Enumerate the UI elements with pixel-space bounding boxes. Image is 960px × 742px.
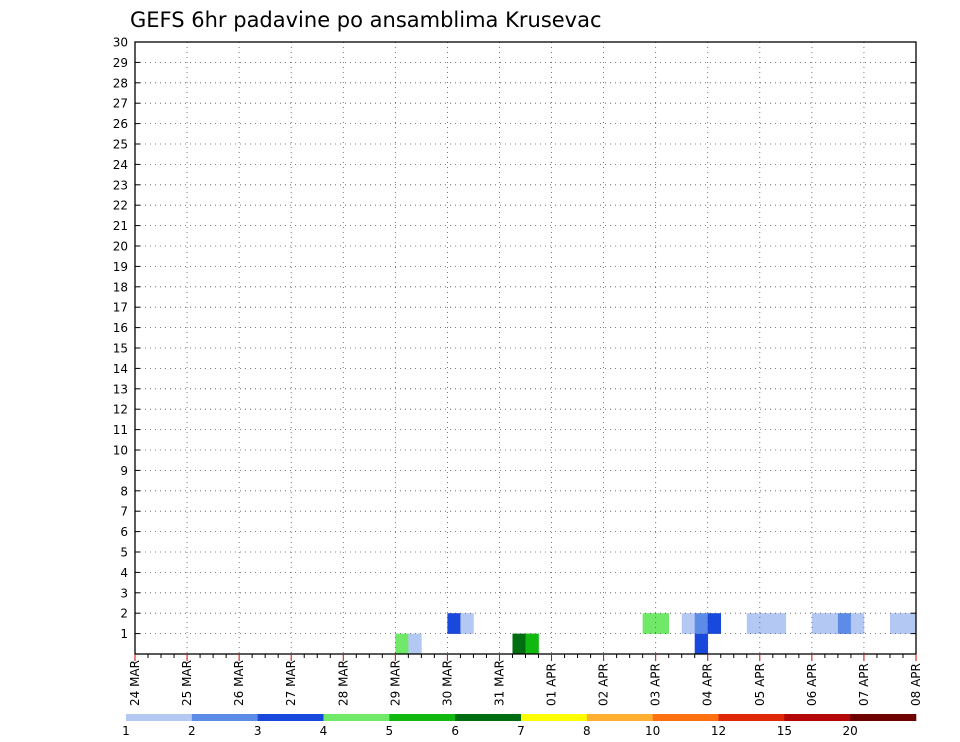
chart-title: GEFS 6hr padavine po ansamblima Krusevac (130, 8, 602, 32)
colorbar-label: 1 (122, 724, 130, 738)
colorbar-label: 20 (843, 724, 858, 738)
heatmap-cell (811, 613, 826, 634)
colorbar-label: 3 (254, 724, 262, 738)
y-tick-label: 19 (113, 260, 128, 274)
heatmap-cell (902, 613, 917, 634)
heatmap-cell (707, 613, 722, 634)
x-tick-label: 03 APR (649, 663, 663, 706)
y-tick-label: 6 (120, 525, 128, 539)
y-tick-label: 20 (113, 240, 128, 254)
heatmap-cell (837, 613, 852, 634)
colorbar-label: 12 (711, 724, 726, 738)
colorbar-swatch (784, 714, 851, 721)
y-tick-label: 3 (120, 586, 128, 600)
colorbar-label: 5 (386, 724, 394, 738)
y-tick-label: 10 (113, 444, 128, 458)
colorbar-swatch (323, 714, 390, 721)
heatmap-cell (746, 613, 761, 634)
colorbar-label: 2 (188, 724, 196, 738)
heatmap-cell (512, 633, 526, 655)
colorbar-swatch (191, 714, 258, 721)
x-tick-label: 02 APR (597, 663, 611, 706)
colorbar-label: 7 (517, 724, 525, 738)
grid-lines (135, 42, 916, 654)
colorbar-label: 15 (777, 724, 792, 738)
x-tick-label: 08 APR (909, 663, 923, 706)
colorbar-swatch (126, 714, 193, 721)
colorbar-label: 6 (451, 724, 459, 738)
colorbar-label: 10 (645, 724, 660, 738)
heatmap-cell (772, 613, 787, 634)
y-tick-label: 11 (113, 423, 128, 437)
x-tick-label: 04 APR (701, 663, 715, 706)
heatmap-cell (408, 633, 422, 655)
colorbar-swatch (455, 714, 522, 721)
colorbar-label: 8 (583, 724, 591, 738)
heatmap-cell (824, 613, 839, 634)
x-axis: 24 MAR 25 MAR 26 MAR 27 MAR 28 MAR 29 MAR 30 M… (128, 654, 923, 706)
heatmap-cell (850, 613, 865, 634)
x-tick-label: 01 APR (545, 663, 559, 706)
colorbar-swatch (850, 714, 917, 721)
heatmap-cell (681, 613, 696, 634)
y-tick-label: 4 (120, 566, 128, 580)
heatmap-cell (395, 633, 409, 655)
heatmap-cell (694, 613, 709, 634)
colorbar-swatch (652, 714, 719, 721)
x-tick-label: 25 MAR (180, 660, 194, 706)
y-tick-label: 16 (113, 321, 128, 335)
colorbar-swatch (718, 714, 785, 721)
y-tick-label: 18 (113, 280, 128, 294)
y-tick-label: 5 (120, 546, 128, 560)
x-tick-label: 29 MAR (388, 660, 402, 706)
x-tick-label: 30 MAR (440, 660, 454, 706)
y-tick-label: 2 (120, 607, 128, 621)
heatmap-cell (759, 613, 774, 634)
y-tick-label: 12 (113, 403, 128, 417)
y-tick-label: 15 (113, 342, 128, 356)
heatmap-cell (694, 633, 709, 655)
x-tick-label: 31 MAR (492, 660, 506, 706)
y-tick-label: 27 (113, 97, 128, 111)
colorbar-swatch (257, 714, 324, 721)
x-tick-label: 27 MAR (284, 660, 298, 706)
y-tick-label: 26 (113, 117, 128, 131)
y-tick-label: 30 (113, 36, 128, 50)
x-tick-label: 24 MAR (128, 660, 142, 706)
colorbar-swatch (521, 714, 588, 721)
colorbar-swatch (389, 714, 456, 721)
y-tick-label: 1 (120, 627, 128, 641)
y-tick-label: 29 (113, 56, 128, 70)
x-tick-label: 05 APR (753, 663, 767, 706)
y-axis: 1234567891011121314151617181920212223242… (113, 36, 916, 641)
y-tick-label: 23 (113, 178, 128, 192)
y-tick-label: 22 (113, 199, 128, 213)
y-tick-label: 9 (120, 464, 128, 478)
heatmap-cell (447, 613, 461, 634)
heatmap-cell (655, 613, 669, 634)
y-tick-label: 14 (113, 362, 128, 376)
y-tick-label: 25 (113, 138, 128, 152)
x-tick-label: 07 APR (857, 663, 871, 706)
x-tick-label: 06 APR (805, 663, 819, 706)
y-tick-label: 13 (113, 382, 128, 396)
heatmap-cell (525, 633, 539, 655)
colorbar-swatch (586, 714, 653, 721)
colorbar-label: 4 (320, 724, 328, 738)
y-tick-label: 17 (113, 301, 128, 315)
x-tick-label: 26 MAR (232, 660, 246, 706)
heatmap-cell (460, 613, 474, 634)
heatmap-cells (395, 613, 917, 655)
heatmap-cell (889, 613, 904, 634)
x-tick-label: 28 MAR (336, 660, 350, 706)
y-tick-label: 8 (120, 484, 128, 498)
y-tick-label: 7 (120, 505, 128, 519)
y-tick-label: 24 (113, 158, 128, 172)
y-tick-label: 21 (113, 219, 128, 233)
heatmap-cell (642, 613, 656, 634)
colorbar: 1 2 3 4 5 6 7 8 10 12 15 20 (122, 714, 917, 738)
y-tick-label: 28 (113, 76, 128, 90)
